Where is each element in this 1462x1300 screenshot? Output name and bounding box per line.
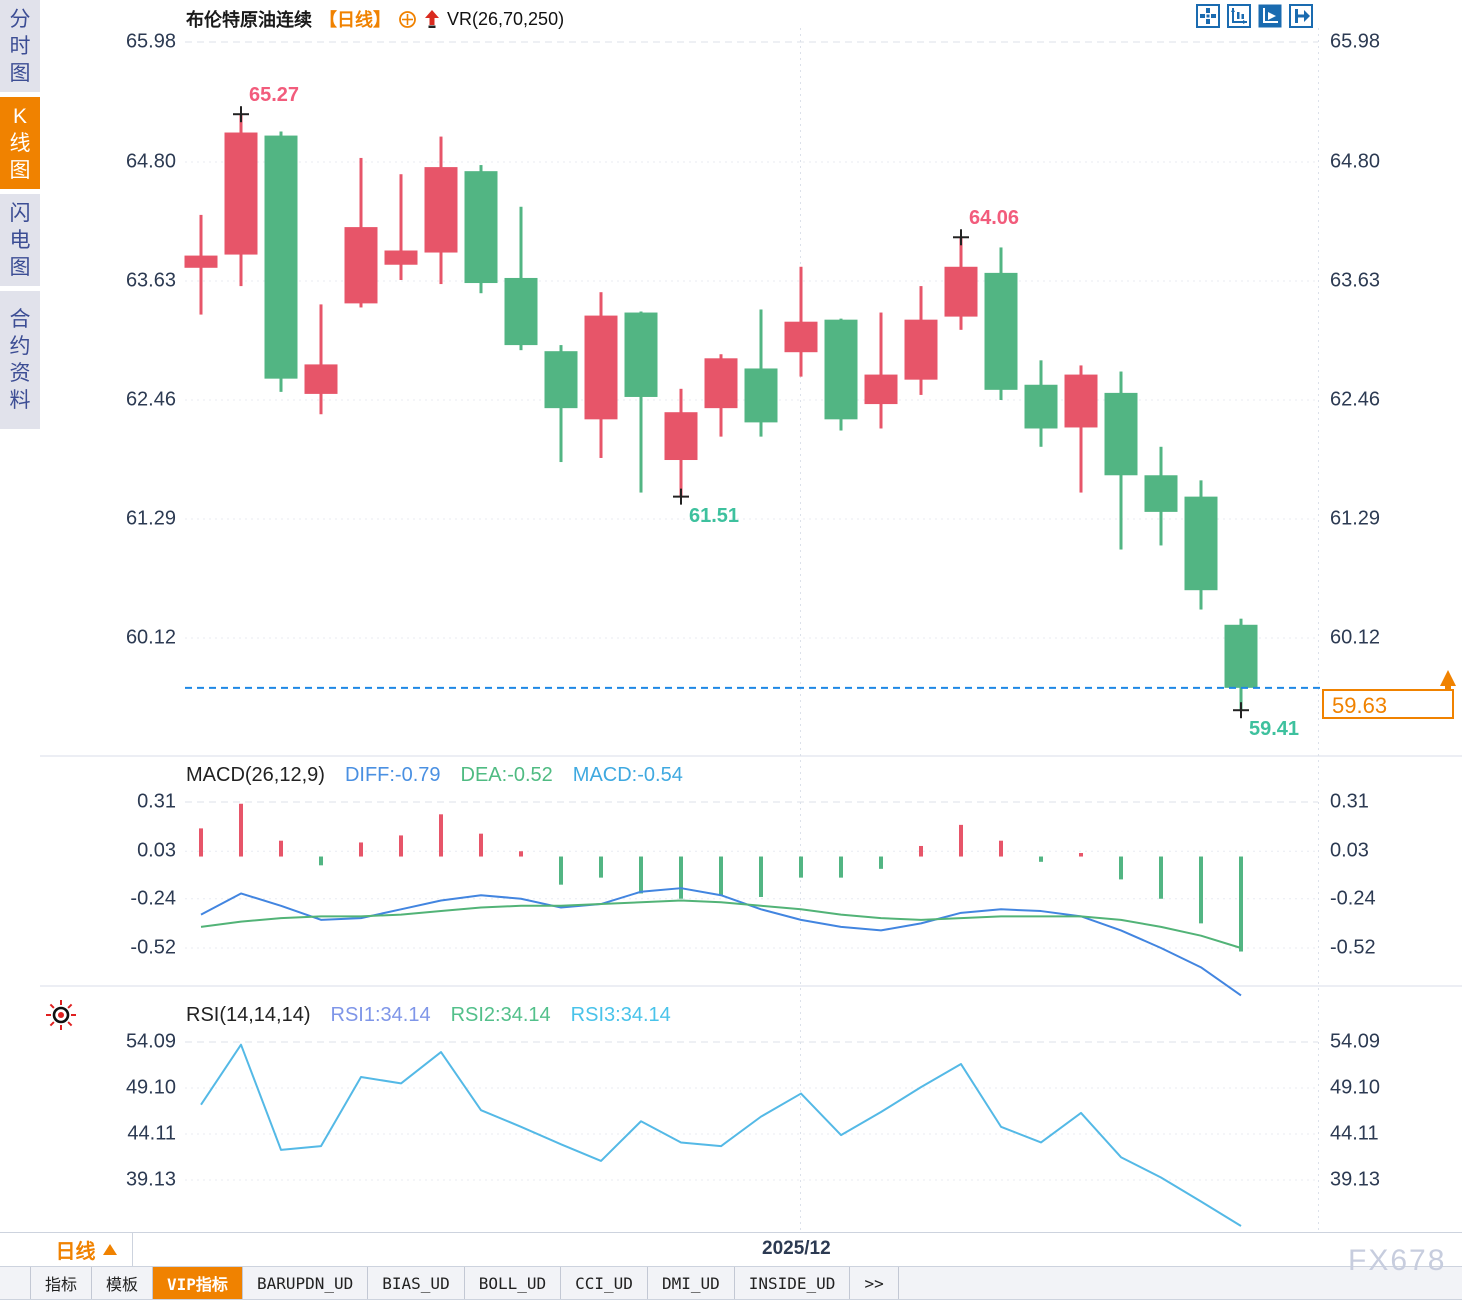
axis-tick-label: 44.11 (127, 1122, 176, 1145)
sidebar-tab-char: 时 (9, 34, 31, 58)
chart-header: 布伦特原油连续 【日线】 VR(26,70,250) (186, 6, 564, 32)
vr-indicator-label: VR(26,70,250) (447, 8, 565, 29)
axis-tick-label: 0.03 (137, 839, 176, 862)
sidebar-tab-char: 合 (9, 308, 31, 331)
axis-tick-label: 62.46 (125, 388, 176, 411)
sidebar-tab-char: K (12, 104, 27, 128)
sidebar-tab-char: 料 (9, 389, 31, 412)
period-selector[interactable]: 日线 (40, 1233, 133, 1266)
axis-corner-cell (0, 1233, 41, 1266)
watermark: FX678 (1348, 1244, 1447, 1277)
bottom-tab-7[interactable]: CCI_UD (561, 1267, 648, 1299)
bottom-tab-6[interactable]: BOLL_UD (465, 1267, 562, 1299)
x-axis-date-label: 2025/12 (762, 1238, 831, 1259)
macd-dea-value: DEA:-0.52 (460, 764, 553, 786)
price-annotation: 59.41 (1249, 718, 1300, 741)
chart-toolbar (1196, 4, 1313, 28)
bottom-tab-2[interactable]: 模板 (92, 1267, 154, 1299)
rsi1-value: RSI1:34.14 (330, 1004, 431, 1026)
macd-diff-value: DIFF:-0.79 (344, 764, 441, 786)
axis-tick-label: 62.46 (1330, 388, 1381, 411)
axis-tick-label: -0.24 (130, 887, 176, 910)
sidebar-tab-char: 图 (9, 158, 31, 182)
sidebar-tab-char: 分 (9, 7, 31, 31)
sidebar-tab-char: 电 (9, 228, 31, 252)
bottom-tab-8[interactable]: DMI_UD (648, 1267, 735, 1299)
macd-macd-value: MACD:-0.54 (572, 764, 683, 786)
axis-tick-label: 0.31 (1330, 790, 1369, 813)
sidebar-tab-3[interactable]: 闪电图 (0, 194, 40, 286)
axis-tick-label: 64.80 (125, 150, 176, 173)
current-price-badge: 59.63 (1322, 689, 1454, 719)
price-annotation: 64.06 (969, 207, 1020, 230)
axis-tick-label: 60.12 (125, 626, 176, 649)
axis-tick-label: 44.11 (1330, 1122, 1379, 1145)
price-annotation: 61.51 (689, 504, 740, 527)
rsi-legend: RSI(14,14,14) RSI1:34.14 RSI2:34.14 RSI3… (186, 1004, 671, 1027)
macd-legend: MACD(26,12,9) DIFF:-0.79 DEA:-0.52 MACD:… (186, 764, 683, 787)
rsi-title: RSI(14,14,14) (186, 1004, 311, 1026)
price-annotation: 65.27 (249, 84, 300, 107)
symbol-name: 布伦特原油连续 (186, 10, 312, 30)
rsi2-value: RSI2:34.14 (450, 1004, 551, 1026)
jump-latest-icon[interactable] (1289, 4, 1313, 28)
bottom-tab-3[interactable]: VIP指标 (153, 1267, 243, 1299)
x-axis-row: 日线 2025/12 (0, 1232, 1462, 1267)
axis-tick-label: 0.31 (137, 790, 176, 813)
axis-fit-icon[interactable] (1227, 4, 1251, 28)
chevron-up-icon (102, 1244, 117, 1255)
axis-tick-label: 39.13 (1330, 1168, 1381, 1191)
sun-icon[interactable] (44, 998, 78, 1032)
bottom-tab-1[interactable]: 指标 (30, 1267, 93, 1299)
indicator-tab-bar: 指标 模板 VIP指标 BARUPDN_UD BIAS_UD BOLL_UD CCI_UD D… (0, 1267, 1462, 1300)
axis-tick-label: 61.29 (1330, 507, 1381, 530)
axis-tick-label: 64.80 (1330, 150, 1381, 173)
circle-plus-icon[interactable] (398, 10, 417, 29)
axis-tick-label: 60.12 (1330, 626, 1381, 649)
bottom-tab-5[interactable]: BIAS_UD (368, 1267, 465, 1299)
axis-tick-label: 49.10 (125, 1076, 176, 1099)
crosshair-icon[interactable] (1196, 4, 1220, 28)
bottom-tab-10[interactable]: >> (850, 1267, 899, 1299)
axis-tick-label: 63.63 (125, 269, 176, 292)
period-tag: 【日线】 (319, 10, 391, 30)
axis-tick-label: 54.09 (125, 1030, 176, 1053)
bottom-tab-4[interactable]: BARUPDN_UD (243, 1267, 369, 1299)
up-arrow-icon (425, 9, 439, 28)
axis-tick-label: 0.03 (1330, 839, 1369, 862)
current-price-value: 59.63 (1332, 693, 1388, 718)
sidebar-tab-char: 闪 (9, 201, 31, 225)
sidebar-tab-char: 资 (9, 362, 31, 385)
axis-tick-label: 65.98 (1330, 30, 1381, 53)
axis-tick-label: 63.63 (1330, 269, 1381, 292)
sidebar-tab-char: 图 (9, 61, 31, 85)
axis-tick-label: 39.13 (125, 1168, 176, 1191)
sidebar-tab-char: 线 (9, 131, 31, 155)
axis-tick-label: -0.24 (1330, 887, 1376, 910)
axis-tick-label: 65.98 (125, 30, 176, 53)
rsi3-value: RSI3:34.14 (570, 1004, 671, 1026)
sidebar-tab-char: 约 (9, 335, 31, 358)
axis-tick-label: 54.09 (1330, 1030, 1381, 1053)
axis-tick-label: 49.10 (1330, 1076, 1381, 1099)
period-selector-label: 日线 (55, 1241, 96, 1263)
macd-title: MACD(26,12,9) (186, 764, 325, 786)
sidebar-tab-char: 图 (9, 255, 31, 279)
axis-auto-icon[interactable] (1258, 4, 1282, 28)
axis-tick-label: 61.29 (125, 507, 176, 530)
axis-tick-label: -0.52 (1330, 936, 1376, 959)
axis-tick-label: -0.52 (130, 936, 176, 959)
sidebar-tab-1[interactable]: 分时图 (0, 0, 40, 92)
sidebar-tab-4[interactable]: 合约资料 (0, 291, 40, 429)
bottom-tab-9[interactable]: INSIDE_UD (735, 1267, 851, 1299)
